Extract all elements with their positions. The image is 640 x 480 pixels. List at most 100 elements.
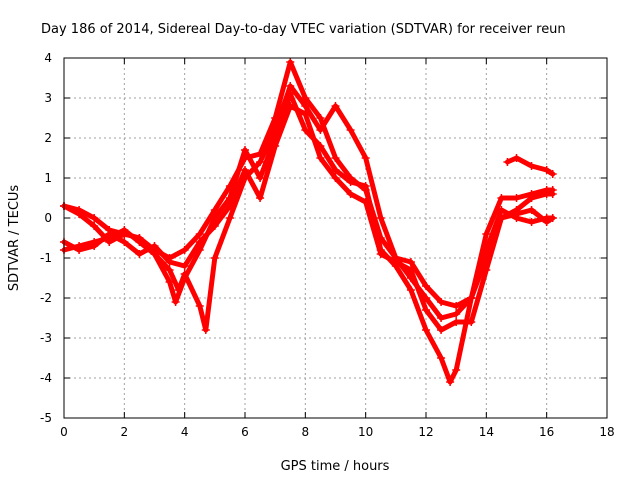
y-tick-label: -2 [40,291,52,305]
y-tick-labels: -5 -4 -3 -2 -1 0 1 2 3 4 [40,51,52,425]
data-point [331,166,340,174]
data-point [256,194,265,202]
data-point [422,326,430,334]
x-tick-labels: 0 2 4 6 8 10 12 14 16 18 [60,425,614,439]
x-tick-label: 8 [302,425,310,439]
series-track-4 [61,83,556,333]
data-point [527,190,536,198]
data-point [542,218,551,226]
y-tick-label: -5 [40,411,52,425]
data-point [497,214,506,222]
data-point [452,366,461,374]
data-point [406,258,415,266]
data-point [171,298,180,306]
data-point [165,278,174,286]
data-point [256,174,265,182]
data-point [210,214,219,222]
data-point [225,214,234,222]
data-point [195,302,204,310]
y-tick-label: 2 [44,131,52,145]
x-tick-label: 2 [121,425,129,439]
y-tick-label: -1 [40,251,52,265]
data-point [180,262,189,270]
data-point [548,170,557,178]
data-point [406,286,415,294]
data-point [482,266,491,274]
data-point [527,162,536,170]
data-point [105,230,114,238]
data-point [286,58,295,66]
data-point [301,126,310,134]
plot-frame [63,57,608,419]
data-point [527,218,536,226]
y-tick-label: -3 [40,331,52,345]
data-point [316,154,325,162]
data-point [271,142,280,150]
data-point [346,126,355,134]
data-point [210,222,219,230]
data-point [105,238,114,246]
data-point [437,298,446,306]
data-point [90,214,99,222]
data-point [331,102,340,110]
data-point [548,214,557,222]
data-point [210,206,219,214]
data-point [201,326,210,334]
data-point [256,158,265,166]
data-point [437,314,446,322]
data-point [195,238,204,246]
data-point [75,246,84,254]
y-tick-label: 3 [44,91,52,105]
data-point [446,378,455,386]
chart-title: Day 186 of 2014, Sidereal Day-to-day VTE… [41,22,566,37]
x-tick-label: 12 [418,425,433,439]
data-series [60,58,557,386]
data-point [174,286,183,294]
data-point [497,194,506,202]
x-tick-label: 16 [539,425,554,439]
data-point [150,242,159,250]
data-point [271,126,280,134]
x-tick-label: 18 [599,425,614,439]
data-point [241,146,249,154]
data-point [503,158,512,166]
data-point [165,266,174,274]
data-point [452,318,461,326]
data-point [301,102,310,110]
grid [63,57,608,419]
data-point [120,230,129,238]
x-axis-label: GPS time / hours [281,459,390,474]
data-point [135,234,144,242]
data-point [195,230,204,238]
y-tick-label: 1 [44,171,52,185]
data-point [210,254,219,262]
x-tick-label: 14 [479,425,494,439]
data-point [75,210,84,218]
data-point [150,250,159,258]
data-point [286,82,295,90]
x-tick-label: 4 [181,425,189,439]
data-point [482,230,491,238]
series-track-3 [61,103,556,333]
data-point [376,250,385,258]
data-point [527,206,536,214]
data-point [467,294,476,302]
data-point [135,250,144,258]
data-point [512,154,521,162]
x-tick-label: 10 [358,425,373,439]
axis-ticks [63,57,608,419]
data-point [120,238,129,246]
data-point [180,246,189,254]
data-point [346,178,355,186]
y-tick-label: 4 [44,51,52,65]
data-point [241,174,249,182]
data-point [361,154,370,162]
data-point [331,174,340,182]
data-point [437,326,446,334]
data-point [512,194,521,202]
x-tick-label: 6 [241,425,249,439]
data-point [542,166,551,174]
data-point [165,258,174,266]
data-point [316,126,325,134]
data-point [391,254,400,262]
